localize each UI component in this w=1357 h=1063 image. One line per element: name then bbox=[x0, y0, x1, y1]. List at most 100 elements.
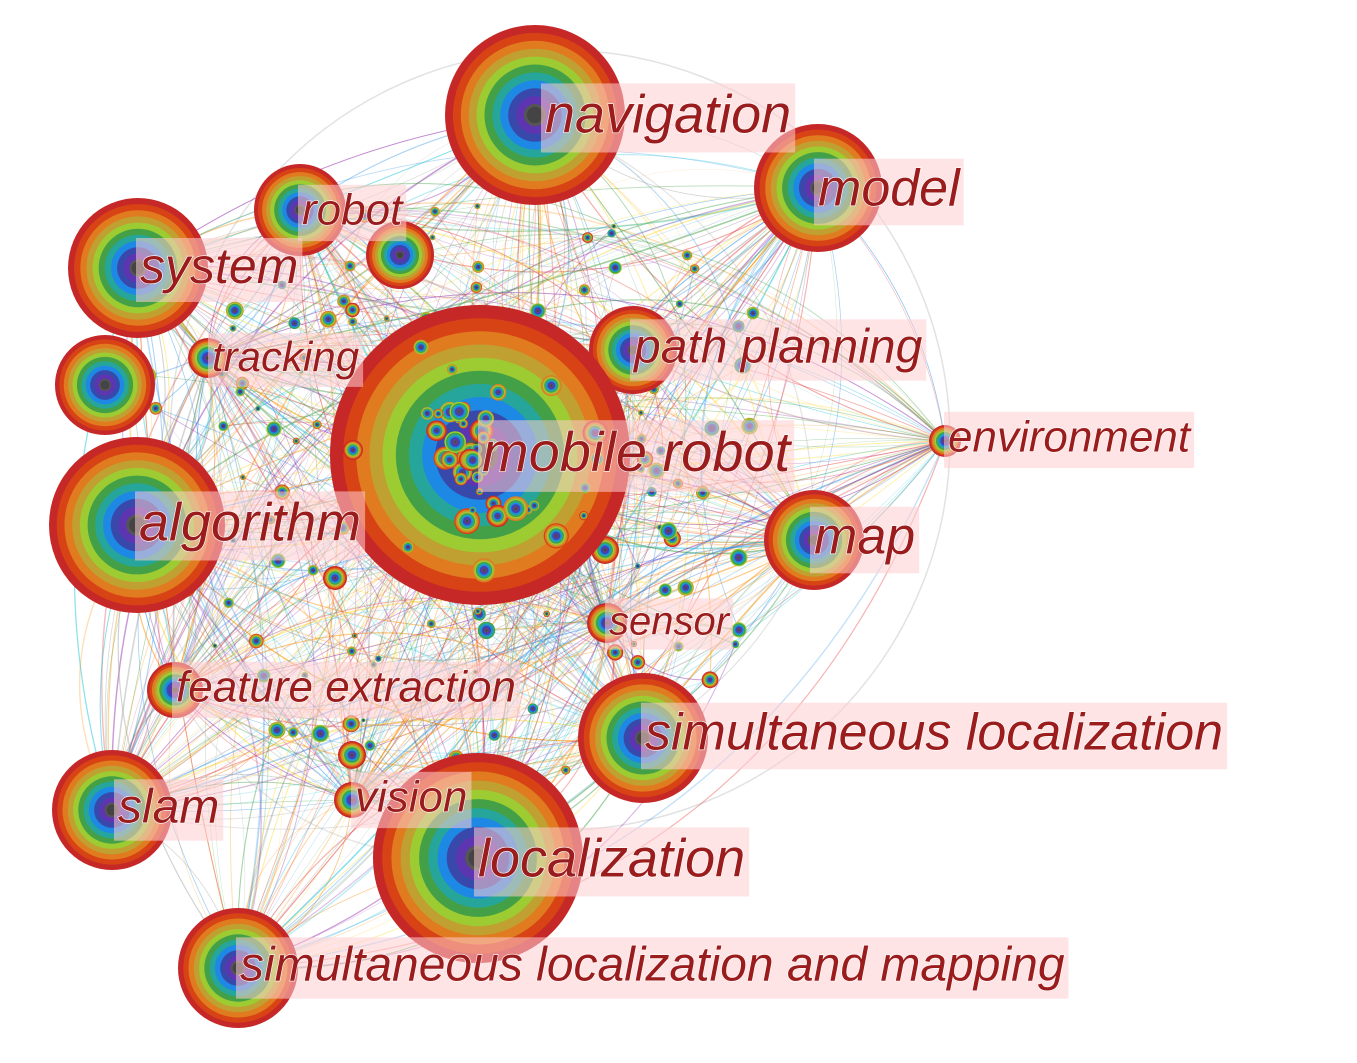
minor-keyword-node bbox=[311, 724, 330, 743]
node-core bbox=[241, 476, 244, 479]
node-core bbox=[667, 530, 670, 532]
keyword-label: slam bbox=[118, 781, 219, 834]
co-occurrence-link bbox=[207, 357, 265, 969]
minor-keyword-node bbox=[731, 640, 740, 649]
minor-keyword-node bbox=[342, 440, 363, 460]
minor-keyword-node bbox=[268, 721, 286, 739]
minor-keyword-node bbox=[561, 765, 571, 775]
node-core bbox=[471, 459, 474, 462]
co-occurrence-link bbox=[281, 284, 634, 351]
node-core bbox=[350, 650, 353, 653]
co-occurrence-link bbox=[301, 187, 819, 372]
minor-keyword-node bbox=[729, 548, 748, 567]
minor-keyword-node bbox=[288, 727, 299, 738]
minor-keyword-node bbox=[229, 325, 237, 332]
co-occurrence-link bbox=[155, 408, 608, 625]
minor-keyword-node bbox=[449, 401, 470, 422]
node-core bbox=[435, 429, 438, 432]
co-occurrence-link bbox=[207, 357, 353, 801]
co-occurrence-link bbox=[256, 597, 608, 642]
node-core bbox=[493, 734, 496, 737]
label-background bbox=[541, 83, 796, 153]
label-simultaneous-localization: simultaneous localization bbox=[641, 702, 1228, 770]
minor-keyword-node bbox=[223, 597, 234, 608]
minor-keyword-node bbox=[677, 579, 694, 596]
co-occurrence-link bbox=[111, 424, 318, 811]
label-vision: vision bbox=[351, 771, 472, 829]
minor-keyword-node bbox=[489, 384, 507, 401]
co-occurrence-link bbox=[111, 114, 536, 811]
minor-keyword-node bbox=[446, 364, 458, 375]
node-core bbox=[448, 458, 451, 461]
keyword-label: algorithm bbox=[139, 492, 361, 552]
keyword-label: localization bbox=[478, 828, 745, 888]
co-occurrence-link bbox=[632, 187, 838, 730]
node-core bbox=[293, 322, 296, 325]
node-core bbox=[312, 569, 315, 572]
minor-keyword-node bbox=[288, 317, 301, 330]
minor-keyword-node bbox=[503, 496, 529, 521]
node-core bbox=[454, 441, 457, 443]
node-core bbox=[256, 407, 259, 410]
label-path-planning: path planning bbox=[630, 319, 927, 381]
minor-keyword-node bbox=[454, 508, 480, 535]
node-core bbox=[477, 265, 480, 268]
label-background bbox=[944, 411, 1195, 469]
minor-keyword-node bbox=[266, 421, 282, 437]
node-core bbox=[350, 722, 353, 725]
label-background bbox=[478, 420, 795, 492]
co-occurrence-link bbox=[174, 599, 608, 691]
minor-keyword-node bbox=[474, 203, 481, 210]
node-core bbox=[678, 302, 681, 305]
label-navigation: navigation bbox=[541, 83, 796, 153]
co-occurrence-link bbox=[606, 187, 819, 624]
node-core bbox=[385, 317, 388, 320]
node-core bbox=[430, 622, 433, 625]
minor-keyword-node bbox=[701, 671, 719, 689]
node-core bbox=[583, 288, 586, 291]
minor-keyword-node bbox=[690, 264, 700, 274]
node-core bbox=[476, 610, 479, 613]
minor-keyword-node bbox=[444, 431, 467, 453]
node-core bbox=[451, 368, 454, 371]
minor-keyword-node bbox=[578, 284, 591, 296]
node-core bbox=[545, 612, 548, 615]
node-core bbox=[664, 589, 667, 591]
node-core bbox=[100, 380, 110, 390]
minor-keyword-node bbox=[248, 633, 264, 649]
minor-keyword-node bbox=[543, 523, 569, 549]
minor-keyword-node bbox=[472, 260, 485, 273]
co-occurrence-link bbox=[111, 718, 644, 811]
node-core bbox=[351, 320, 354, 323]
minor-keyword-node bbox=[337, 294, 351, 308]
minor-keyword-node bbox=[212, 643, 218, 648]
node-core bbox=[154, 407, 157, 410]
node-core bbox=[350, 753, 354, 757]
minor-keyword-node bbox=[682, 250, 693, 261]
minor-keyword-node bbox=[656, 524, 663, 531]
co-occurrence-link bbox=[174, 689, 644, 770]
co-occurrence-link bbox=[237, 527, 399, 969]
co-occurrence-link bbox=[351, 187, 819, 801]
label-background bbox=[474, 827, 750, 897]
minor-keyword-node bbox=[746, 306, 760, 320]
label-system: system bbox=[136, 238, 303, 302]
minor-keyword-node bbox=[320, 310, 337, 328]
minor-keyword-node bbox=[659, 522, 678, 540]
minor-keyword-node bbox=[348, 317, 358, 326]
minor-keyword-node bbox=[218, 421, 229, 432]
label-robot: robot bbox=[298, 184, 407, 242]
co-occurrence-link bbox=[613, 226, 815, 541]
minor-keyword-node bbox=[344, 260, 356, 272]
node-core bbox=[586, 236, 589, 239]
keyword-label: vision bbox=[355, 773, 468, 822]
minor-keyword-node bbox=[527, 703, 539, 714]
co-occurrence-link bbox=[237, 326, 739, 969]
node-core bbox=[555, 534, 558, 538]
label-mobile-robot: mobile robot bbox=[478, 419, 795, 492]
keyword-label: robot bbox=[302, 186, 404, 235]
minor-keyword-node bbox=[454, 472, 468, 486]
co-occurrence-link bbox=[237, 325, 739, 969]
node-core bbox=[686, 254, 689, 257]
